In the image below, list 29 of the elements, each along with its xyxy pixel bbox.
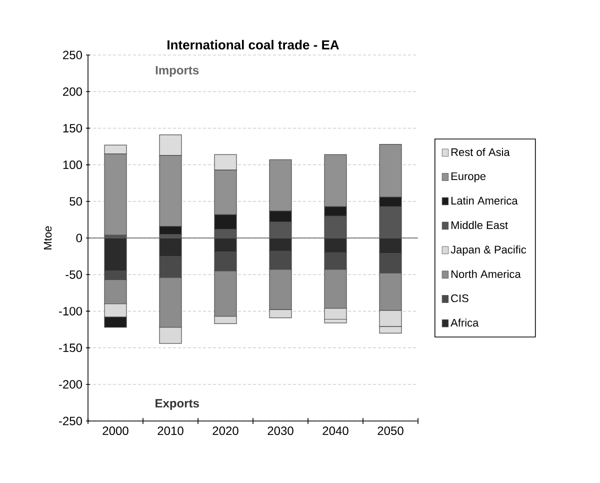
- legend-label: Latin America: [451, 196, 518, 205]
- y-tick-label: -50: [66, 270, 82, 279]
- x-tick-label: 2030: [268, 426, 294, 436]
- legend-label: CIS: [451, 294, 468, 302]
- y-tick-label: 150: [63, 124, 82, 132]
- legend-label: Middle East: [451, 220, 508, 230]
- legend-label: Japan & Pacific: [450, 245, 526, 256]
- y-tick-label: 200: [63, 87, 82, 96]
- x-tick-label: 2020: [212, 426, 238, 436]
- y-tick-label: 50: [70, 197, 82, 206]
- y-tick-label: -200: [58, 380, 82, 389]
- y-axis-title: Mtoe: [44, 226, 52, 250]
- x-tick-label: 2040: [322, 426, 348, 436]
- x-tick-label: 2050: [378, 426, 404, 436]
- y-tick-label: 250: [63, 50, 82, 60]
- y-tick-label: 0: [76, 234, 82, 242]
- annotation: Exports: [156, 399, 199, 410]
- y-tick-label: -150: [58, 344, 82, 352]
- x-tick-label: 2000: [102, 426, 128, 436]
- legend-label: Europe: [451, 172, 486, 182]
- x-tick-label: 2010: [158, 426, 184, 436]
- legend-label: North America: [451, 270, 521, 278]
- chart-title: International coal trade - EA: [168, 40, 339, 50]
- y-tick-label: 100: [63, 160, 82, 170]
- y-tick-label: -100: [58, 306, 82, 316]
- legend-label: Africa: [450, 318, 479, 327]
- legend-label: Rest of Asia: [451, 148, 510, 156]
- annotation: Imports: [156, 66, 199, 77]
- y-tick-label: -250: [58, 416, 82, 426]
